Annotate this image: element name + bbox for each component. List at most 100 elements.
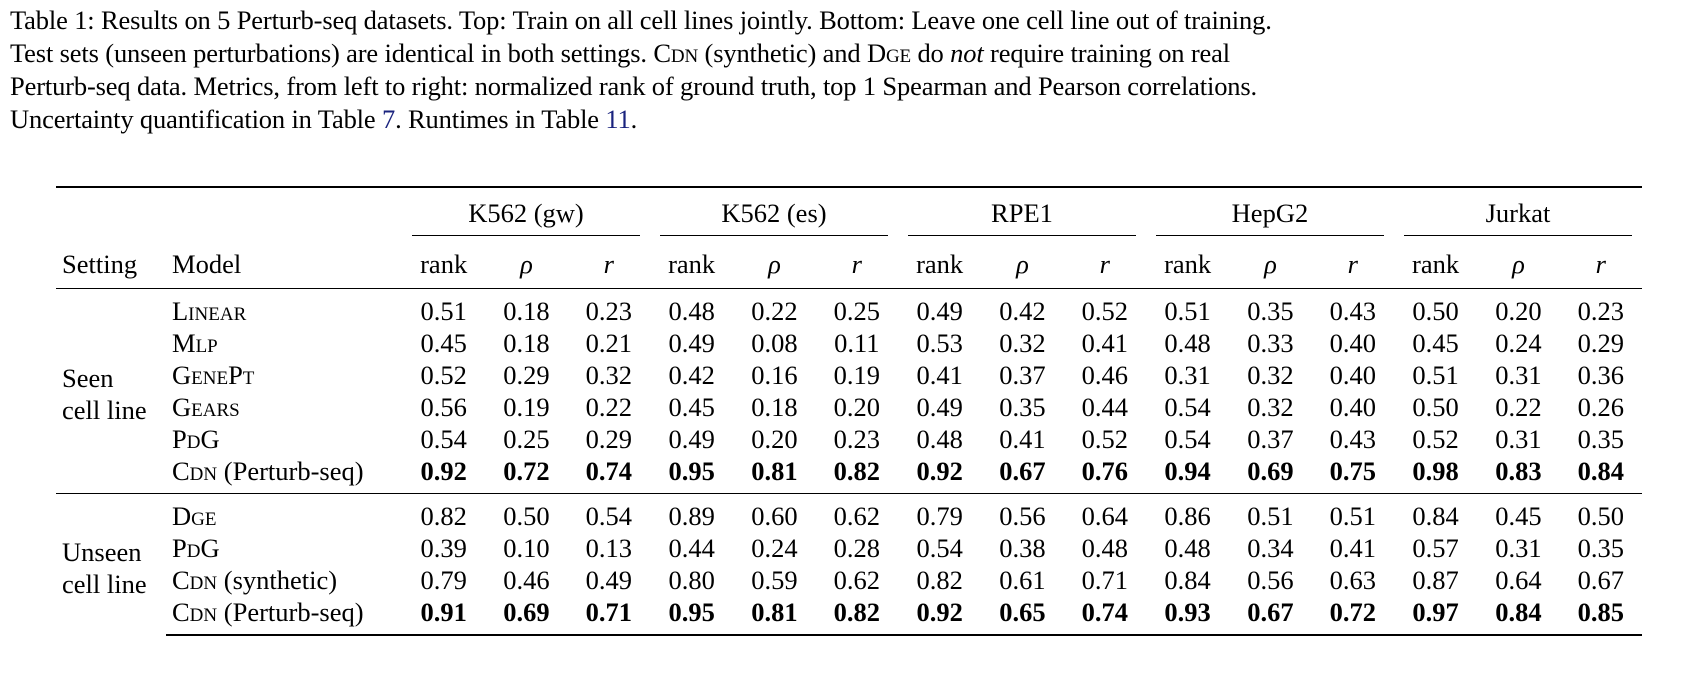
metric-value: 0.49 [668,327,715,358]
metric-header-rank: rank [649,240,734,289]
metric-header-rank: rank [897,240,982,289]
model-name: Cdn (Perturb-seq) [172,455,364,486]
dataset-header-k562-es: K562 (es) [649,186,898,240]
metric-header-rank: rank [402,240,486,289]
metric-value: 0.24 [1495,327,1542,358]
metric-value: 0.95 [668,455,715,486]
metric-value: 0.10 [503,532,550,563]
metric-value: 0.52 [1412,423,1459,454]
metric-value: 0.49 [585,564,632,595]
metric-value: 0.31 [1495,423,1542,454]
metric-header-rank: rank [1145,240,1230,289]
metric-value: 0.97 [1393,596,1478,636]
table-caption: Table 1: Results on 5 Perturb-seq datase… [10,4,1690,136]
metric-value: 0.50 [1412,391,1459,422]
metric-value: 0.31 [1495,532,1542,563]
metric-value: 0.80 [668,564,715,595]
metric-value: 0.51 [1311,493,1394,532]
metric-value: 0.41 [916,359,963,390]
table-ref-link-11[interactable]: 11 [605,104,631,134]
metric-value: 0.69 [1247,455,1294,486]
metric-value: 0.38 [999,532,1046,563]
metric-value: 0.59 [751,564,798,595]
caption-line-1: Table 1: Results on 5 Perturb-seq datase… [10,5,1272,35]
metric-value: 0.60 [733,493,816,532]
metric-value: 0.35 [1577,423,1624,454]
metric-value: 0.19 [503,391,550,422]
metric-value: 0.72 [503,455,550,486]
metric-value: 0.22 [751,295,798,326]
metric-value: 0.92 [897,596,982,636]
metric-value: 0.75 [1329,455,1376,486]
dataset-header-k562-gw: K562 (gw) [402,186,650,240]
metric-value: 0.41 [999,423,1046,454]
metric-value: 0.24 [751,532,798,563]
table-ref-link-7[interactable]: 7 [381,104,396,134]
metric-value: 0.41 [1329,532,1376,563]
dataset-header-rpe1: RPE1 [897,186,1146,240]
metric-value: 0.33 [1247,327,1294,358]
metric-header-row: Setting Model rank ρ r rank ρ r rank ρ r… [56,240,1642,289]
metric-value: 0.23 [1577,295,1624,326]
caption-cdn: Cdn [653,38,699,68]
metric-header-r: r [567,240,650,289]
metric-value: 0.44 [1081,391,1128,422]
metric-header-rho: ρ [485,240,568,289]
table-row: Gears 0.56 0.19 0.22 0.45 0.18 0.20 0.49 0.35 0.4… [56,391,1642,423]
metric-value: 0.13 [585,532,632,563]
model-name: PdG [172,423,220,454]
metric-value: 0.79 [420,564,467,595]
metric-value: 0.52 [420,359,467,390]
metric-value: 0.50 [485,493,568,532]
metric-value: 0.54 [1164,423,1211,454]
metric-value: 0.74 [585,455,632,486]
metric-value: 0.45 [668,391,715,422]
metric-value: 0.67 [999,455,1046,486]
metric-value: 0.84 [1477,596,1560,636]
metric-value: 0.45 [1412,327,1459,358]
metric-value: 0.56 [420,391,467,422]
metric-value: 0.50 [1412,295,1459,326]
metric-value: 0.37 [1247,423,1294,454]
metric-value: 0.82 [402,493,486,532]
metric-value: 0.51 [420,295,467,326]
metric-value: 0.37 [999,359,1046,390]
metric-value: 0.98 [1412,455,1459,486]
results-table-body: Seen cell line Linear 0.51 0.18 0.23 0.48 0.22 0… [56,289,1642,636]
metric-value: 0.89 [649,493,734,532]
metric-value: 0.48 [1081,532,1128,563]
metric-value: 0.62 [833,564,880,595]
metric-value: 0.51 [1164,295,1211,326]
metric-value: 0.40 [1329,391,1376,422]
metric-value: 0.84 [1393,493,1478,532]
metric-value: 0.76 [1081,455,1128,486]
metric-value: 0.29 [503,359,550,390]
metric-value: 0.39 [420,532,467,563]
setting-header: Setting [56,240,166,289]
metric-value: 0.18 [751,391,798,422]
metric-value: 0.49 [668,423,715,454]
metric-value: 0.61 [999,564,1046,595]
model-name: GenePt [172,359,255,390]
caption-line-4: Uncertainty quantification in Table 7. R… [10,104,638,134]
metric-value: 0.40 [1329,327,1376,358]
metric-value: 0.23 [585,295,632,326]
table-row: Cdn (synthetic) 0.79 0.46 0.49 0.80 0.59 0.62 0… [56,564,1642,596]
metric-value: 0.40 [1329,359,1376,390]
metric-value: 0.49 [916,295,963,326]
metric-header-rho: ρ [981,240,1064,289]
metric-value: 0.31 [1164,359,1211,390]
metric-value: 0.45 [420,327,467,358]
metric-value: 0.20 [751,423,798,454]
metric-header-rho: ρ [1229,240,1312,289]
metric-value: 0.20 [833,391,880,422]
table-row: Mlp 0.45 0.18 0.21 0.49 0.08 0.11 0.53 0.32 0.41 0… [56,327,1642,359]
metric-value: 0.81 [751,455,798,486]
metric-value: 0.69 [485,596,568,636]
metric-value: 0.44 [668,532,715,563]
model-name: Linear [172,295,247,326]
metric-value: 0.91 [402,596,486,636]
metric-value: 0.21 [585,327,632,358]
metric-value: 0.31 [1495,359,1542,390]
metric-header-rho: ρ [1477,240,1560,289]
